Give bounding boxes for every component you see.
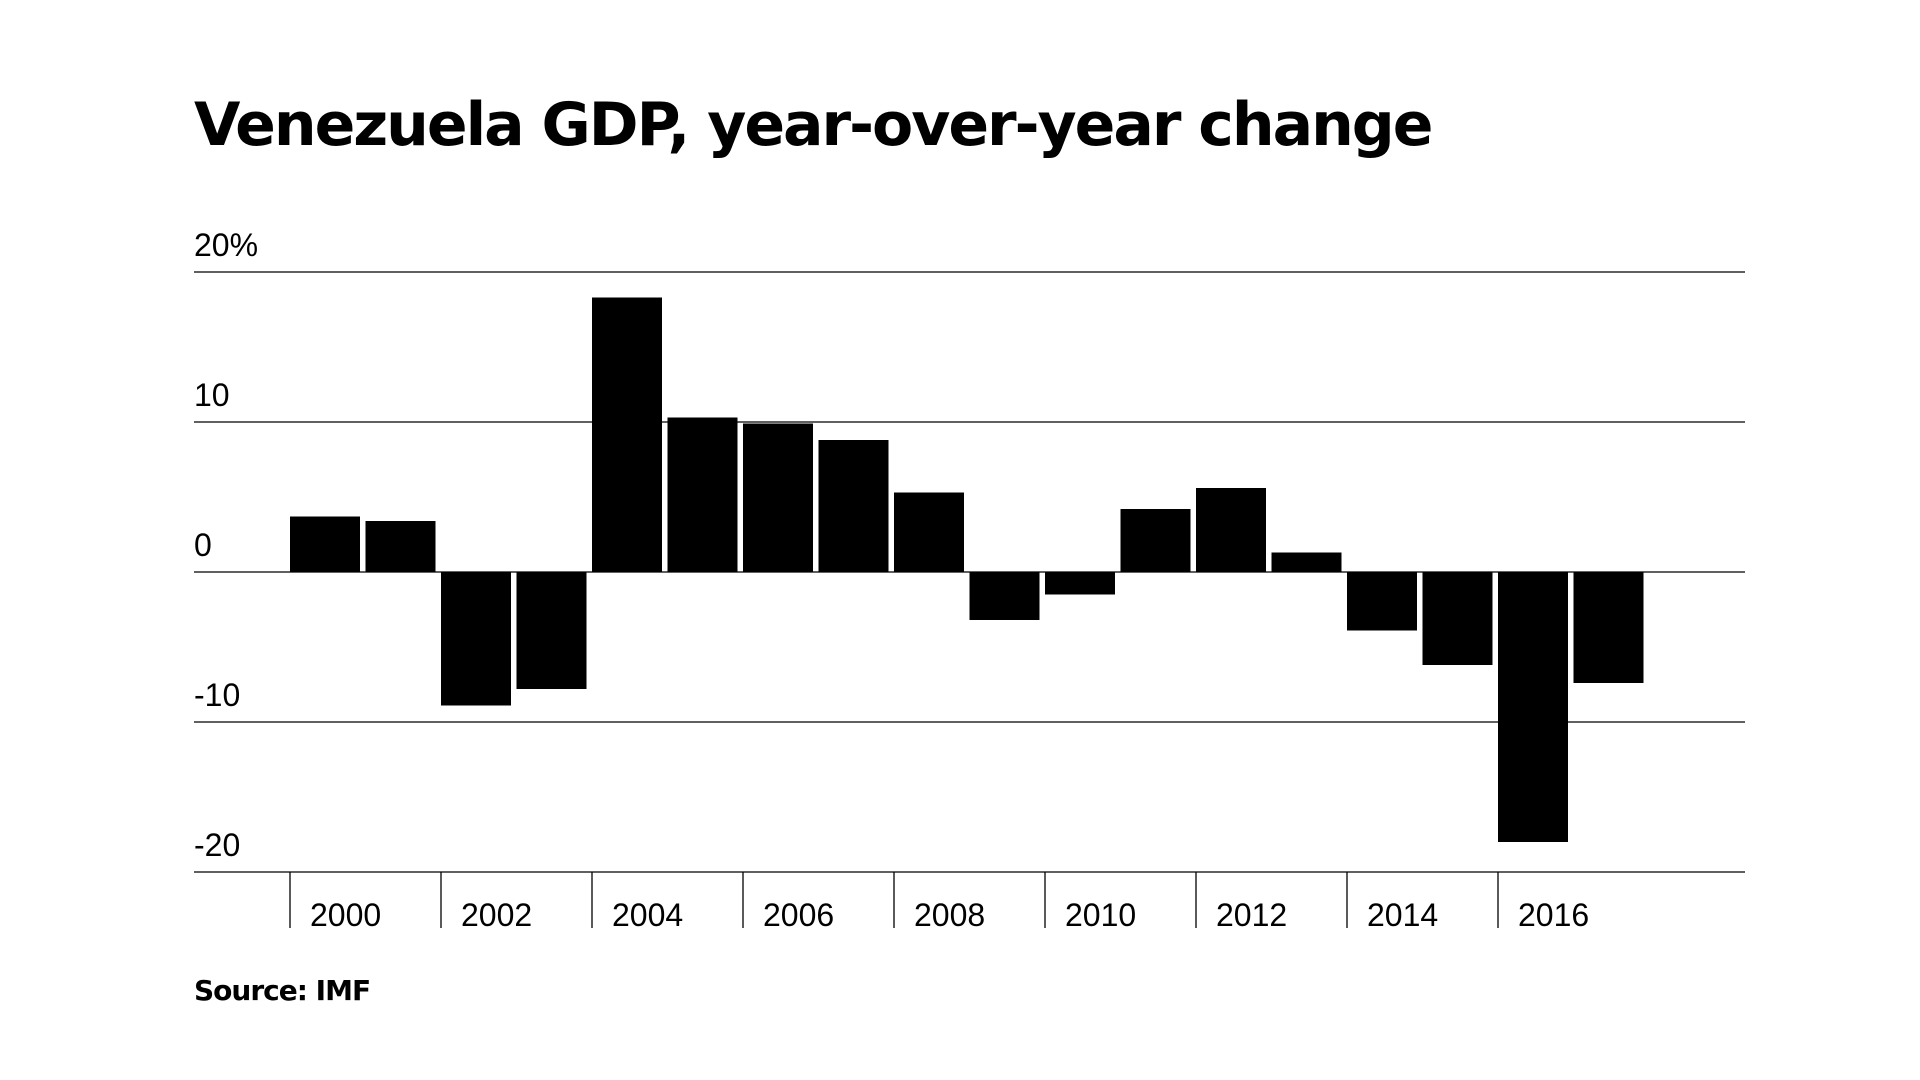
x-tick-label: 2000	[310, 897, 381, 933]
bar	[1196, 488, 1266, 572]
bar	[894, 492, 964, 572]
bar	[1422, 572, 1493, 665]
bar	[1498, 572, 1568, 842]
bar	[441, 572, 511, 706]
bar	[743, 423, 813, 572]
y-tick-label: -10	[194, 677, 240, 713]
bar	[516, 572, 587, 689]
bar	[1573, 572, 1644, 683]
bar	[818, 440, 889, 572]
bar	[1271, 552, 1342, 572]
bar	[1120, 509, 1191, 572]
chart-title: Venezuela GDP, year-over-year change	[194, 90, 1433, 160]
bar	[290, 516, 360, 572]
y-axis-labels: 20% 10 0 -10 -20	[194, 227, 258, 863]
x-tick-label: 2014	[1367, 897, 1438, 933]
x-tick-label: 2004	[612, 897, 683, 933]
bars	[290, 297, 1644, 842]
x-axis-ticks: 2000 2002 2004 2006 2008 2010 2012 2014 2016	[289, 872, 1589, 933]
x-tick-label: 2010	[1065, 897, 1136, 933]
y-tick-label: 20%	[194, 227, 258, 263]
x-tick-label: 2006	[763, 897, 834, 933]
y-tick-label: 0	[194, 527, 212, 563]
bar	[365, 521, 436, 572]
y-tick-label: -20	[194, 827, 240, 863]
x-tick-label: 2008	[914, 897, 985, 933]
x-tick-label: 2012	[1216, 897, 1287, 933]
bar	[667, 417, 738, 572]
bar	[1045, 572, 1115, 595]
x-tick-label: 2002	[461, 897, 532, 933]
x-tick-label: 2016	[1518, 897, 1589, 933]
bar	[969, 572, 1040, 620]
bar	[1347, 572, 1417, 631]
y-tick-label: 10	[194, 377, 230, 413]
source-note: Source: IMF	[194, 974, 371, 1007]
bar	[592, 297, 662, 572]
